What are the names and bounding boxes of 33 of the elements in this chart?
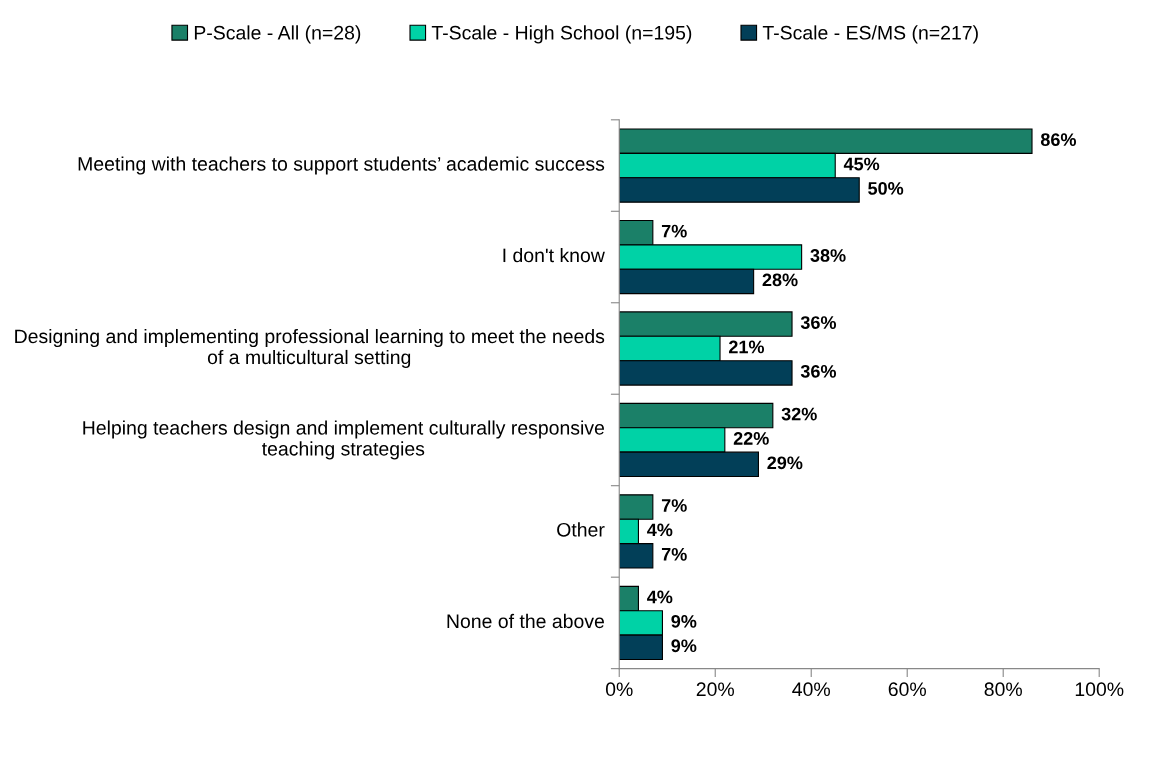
data-label: 22% [733, 432, 769, 445]
x-tick-label: 20% [696, 682, 734, 697]
legend-label: P-Scale - All (n=28) [194, 25, 361, 44]
data-label: 36% [800, 364, 837, 378]
data-label: 9% [671, 614, 697, 628]
data-label: 32% [781, 407, 817, 421]
data-label: 50% [868, 182, 904, 195]
data-label: 9% [671, 639, 697, 653]
x-tick-label: 60% [888, 682, 926, 697]
y-tick-label: None of the above [447, 613, 604, 629]
x-tick-label: 100% [1075, 682, 1124, 697]
data-label: 28% [762, 273, 798, 287]
data-label: 7% [661, 547, 687, 561]
data-label: 29% [767, 456, 803, 470]
data-label: 36% [800, 316, 837, 329]
data-label: 7% [661, 499, 687, 512]
y-tick-label: Designing and implementing professional learning to meet the needs of a multicultural setting [15, 328, 605, 369]
data-label: 4% [647, 523, 673, 537]
legend-label: T-Scale - High School (n=195) [431, 25, 692, 44]
legend-label: T-Scale - ES/MS (n=217) [762, 25, 978, 44]
x-tick-label: 80% [984, 682, 1022, 697]
y-tick-label: Helping teachers design and implement culturally responsive teaching strategies [83, 420, 605, 460]
y-tick-label: Other [557, 522, 605, 537]
y-tick-label: Meeting with teachers to support students’ academic success [78, 156, 605, 175]
data-label: 45% [843, 157, 880, 171]
x-tick-label: 0% [605, 682, 633, 697]
data-label: 21% [728, 340, 765, 354]
y-tick-label: I don't know [503, 247, 605, 263]
x-tick-label: 40% [792, 682, 830, 697]
data-label: 86% [1040, 133, 1076, 147]
data-label: 4% [647, 590, 673, 604]
data-label: 7% [661, 224, 687, 238]
data-label: 38% [810, 249, 846, 262]
